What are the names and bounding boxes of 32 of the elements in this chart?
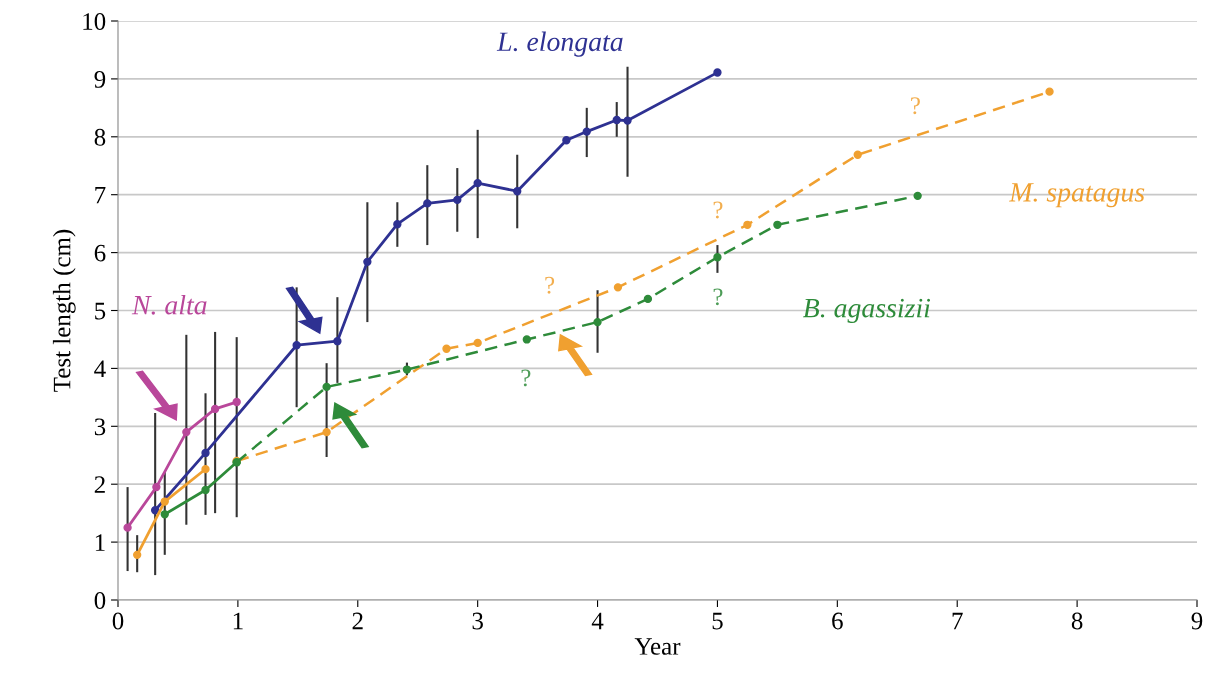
- y-tick-label: 1: [95, 534, 105, 551]
- text: M. spatagus: [1009, 183, 1145, 208]
- annotation: ?: [545, 276, 555, 294]
- x-tick-label: 8: [1071, 612, 1083, 630]
- x-tick-label: 5: [712, 612, 723, 630]
- y-tick-label: 10: [83, 13, 106, 30]
- annotation: ?: [911, 97, 920, 115]
- annotation: ?: [521, 369, 531, 387]
- y-tick-label: 3: [94, 418, 106, 436]
- y-tick-label: 2: [94, 476, 105, 493]
- y-axis-title: Test length (cm): [52, 229, 76, 392]
- x-tick-label: 2: [352, 612, 363, 630]
- annotation: ?: [713, 288, 723, 306]
- y-tick-label: 5: [95, 302, 106, 320]
- y-tick-label: 4: [94, 360, 106, 378]
- y-tick-label: 9: [94, 71, 106, 88]
- x-axis-title: Year: [634, 638, 681, 655]
- y-tick-label: 8: [94, 128, 106, 146]
- y-tick-label: 7: [95, 187, 106, 204]
- x-tick-label: 1: [233, 612, 243, 630]
- x-tick-label: 4: [591, 612, 604, 630]
- x-tick-label: 9: [1191, 612, 1203, 630]
- y-tick-label: 6: [94, 244, 106, 262]
- x-tick-label: 0: [112, 612, 124, 630]
- x-tick-label: 3: [472, 612, 483, 630]
- annotation: ?: [713, 201, 723, 219]
- text: L. elongata: [496, 31, 623, 57]
- x-tick-label: 6: [832, 612, 843, 630]
- y-tick-label: 0: [94, 592, 106, 609]
- text: N. alta: [131, 295, 207, 315]
- x-tick-label: 7: [952, 612, 963, 630]
- text: B. agassizii: [803, 298, 931, 324]
